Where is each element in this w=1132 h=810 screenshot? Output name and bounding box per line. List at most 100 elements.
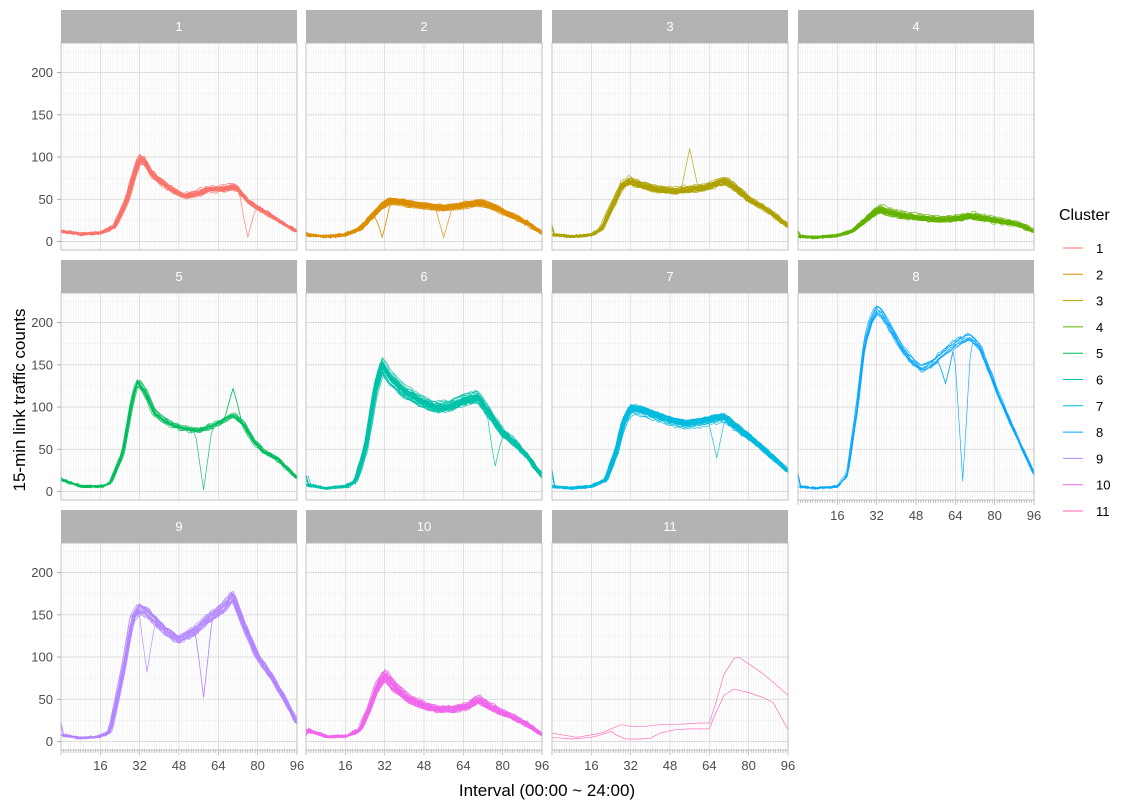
series-line (305, 203, 543, 239)
x-tick-label: 64 (702, 758, 716, 773)
panel-series (305, 669, 543, 739)
x-tick-label: 80 (741, 758, 755, 773)
x-axis-ticks (60, 750, 298, 755)
panel-strip-label: 1 (175, 19, 182, 34)
panel-strip-label: 2 (420, 19, 427, 34)
x-tick-label: 16 (338, 758, 352, 773)
panel-series (305, 197, 543, 239)
panel-series (551, 148, 789, 239)
x-tick-label: 80 (987, 508, 1001, 523)
panel-strip (798, 260, 1034, 293)
series-line (305, 363, 543, 490)
panel-border (551, 292, 789, 501)
panel-border (797, 42, 1035, 251)
panel-border (305, 292, 543, 501)
y-tick-label: 50 (39, 692, 53, 707)
legend-items: 1 2 3 4 5 6 7 8 9 10 11 (1063, 241, 1110, 519)
legend-item-10: 10 (1063, 478, 1110, 493)
panel-strip (552, 10, 788, 43)
x-tick-label: 64 (948, 508, 962, 523)
x-tick-label: 32 (623, 758, 637, 773)
panel-grid (61, 543, 298, 750)
series-line (60, 163, 298, 236)
x-tick-label: 16 (93, 758, 107, 773)
legend-label: 4 (1096, 320, 1103, 335)
panel-8: 8 16 32 48 64 80 96 (797, 260, 1041, 523)
panel-strip (306, 510, 542, 543)
x-tick-label: 96 (535, 758, 549, 773)
series-line (60, 158, 298, 235)
series-line (305, 199, 543, 237)
x-tick-label: 32 (132, 758, 146, 773)
panel-series (551, 656, 789, 740)
legend-item-9: 9 (1063, 451, 1103, 466)
legend: Cluster 1 2 3 4 5 6 7 8 9 10 11 (1059, 207, 1110, 519)
x-tick-label: 16 (830, 508, 844, 523)
series-line (305, 680, 543, 739)
x-tick-label: 32 (869, 508, 883, 523)
legend-label: 1 (1096, 241, 1103, 256)
panel-strip (61, 510, 297, 543)
panel-series (60, 153, 298, 238)
panel-strip (61, 260, 297, 293)
panel-strip-label: 11 (663, 519, 677, 534)
panel-grid (552, 293, 789, 500)
y-tick-label: 200 (31, 315, 53, 330)
legend-item-8: 8 (1063, 425, 1103, 440)
y-tick-label: 200 (31, 65, 53, 80)
x-tick-label: 80 (250, 758, 264, 773)
legend-label: 6 (1096, 373, 1103, 388)
x-tick-label: 48 (663, 758, 677, 773)
series-line (797, 209, 1035, 239)
panel-series (797, 305, 1035, 490)
x-tick-label: 32 (377, 758, 391, 773)
series-line (797, 306, 1035, 490)
legend-label: 9 (1096, 451, 1103, 466)
legend-item-3: 3 (1063, 294, 1103, 309)
panel-11: 11 16 32 48 64 80 96 (551, 510, 795, 773)
series-line (60, 385, 298, 489)
panel-strip (552, 510, 788, 543)
x-axis-ticks (551, 750, 789, 755)
panel-strip (798, 10, 1034, 43)
panel-strip-label: 7 (666, 269, 673, 284)
legend-item-2: 2 (1063, 267, 1103, 282)
y-tick-label: 200 (31, 565, 53, 580)
panel-strip-label: 10 (417, 519, 431, 534)
series-line (551, 178, 789, 238)
panel-strip (306, 260, 542, 293)
legend-label: 2 (1096, 267, 1103, 282)
panel-series (551, 403, 789, 491)
x-tick-label: 80 (495, 758, 509, 773)
panel-series (305, 356, 543, 491)
x-tick-label: 96 (1027, 508, 1041, 523)
series-line (305, 673, 543, 738)
series-line (551, 180, 789, 238)
x-tick-label: 64 (211, 758, 225, 773)
x-tick-label: 48 (417, 758, 431, 773)
panel-2: 2 (305, 10, 543, 251)
series-line (551, 406, 789, 489)
panel-3: 3 (551, 10, 789, 251)
y-tick-label: 50 (39, 192, 53, 207)
x-tick-label: 48 (909, 508, 923, 523)
y-tick-label: 50 (39, 442, 53, 457)
panel-grid (552, 43, 789, 250)
series-line (551, 688, 789, 740)
panel-grid (306, 43, 543, 250)
panel-1: 1 0 50 100 150 200 (31, 10, 298, 251)
series-line (797, 209, 1035, 239)
series-line (551, 656, 789, 738)
series-line (797, 204, 1035, 239)
panel-4: 4 (797, 10, 1035, 251)
panel-border (551, 42, 789, 251)
series-line (551, 409, 789, 490)
panel-border (60, 292, 298, 501)
panel-strip-label: 6 (420, 269, 427, 284)
series-line (60, 600, 298, 740)
series-line (305, 669, 543, 738)
panel-10: 10 16 32 48 64 80 96 (305, 510, 549, 773)
